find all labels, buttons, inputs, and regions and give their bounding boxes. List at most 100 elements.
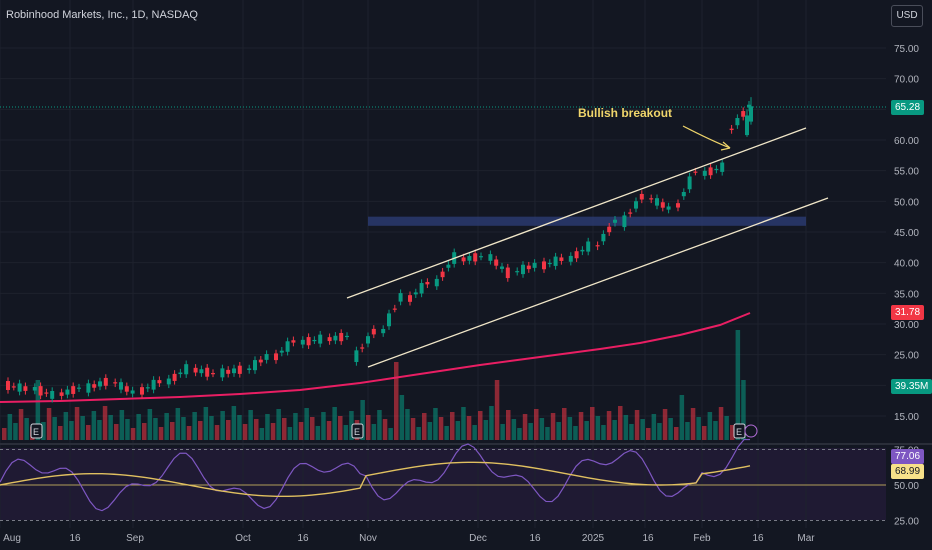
volume-bar [198,421,203,440]
volume-bar [382,419,388,440]
volume-bar [86,425,91,440]
candle-body [693,171,698,173]
candle-body [17,383,22,392]
volume-bar [444,426,449,440]
volume-bar [102,406,108,440]
volume-bar [584,421,589,440]
volume-bar [466,416,472,440]
candle-body [381,328,386,334]
candle-body [720,162,725,172]
volume-bar [214,425,220,440]
candle-body [666,206,671,210]
candle-body [749,106,753,122]
time-tick-label: Dec [469,533,487,544]
volume-bar [136,414,141,440]
volume-bar [147,409,153,440]
candle-body [473,253,478,262]
volume-bar [192,412,197,440]
volume-bar [623,415,629,440]
volume-bar [702,426,707,440]
moving-average-line [0,312,751,403]
volume-bar [80,416,85,440]
candle-body [333,335,338,341]
volume-bar [203,407,209,440]
candle-body [318,334,323,344]
candle-body [274,353,278,361]
volume-bar [528,423,533,440]
support-zone [368,216,806,226]
volume-bar [545,427,550,440]
volume-bar [438,417,444,440]
currency-button[interactable]: USD [891,5,923,27]
volume-bar [522,414,528,440]
candle-body [568,255,573,262]
candle-body [178,372,183,375]
time-tick-label: 2025 [582,533,605,544]
last-price-badge: 65.28 [891,100,925,115]
volume-bar [293,413,298,440]
volume-bar [668,418,673,440]
candle-body [676,203,680,208]
candle-body [413,292,418,295]
candle-body [547,262,552,265]
volume-bar [209,416,214,440]
volume-bar [422,413,427,440]
volume-bar [46,408,52,440]
volume-bar [578,412,584,440]
earnings-marker [351,423,364,439]
volume-bar [130,428,136,440]
volume-bar [315,426,321,440]
volume-bar [718,407,724,440]
candle-body [735,118,740,126]
volume-bar [24,418,29,440]
candle-body [532,262,537,268]
candle-body [157,380,162,384]
volume-bar [494,380,500,440]
rsi-ma-value-badge: 68.99 [891,464,925,479]
candle-body [613,219,617,223]
earnings-marker-label: E [354,427,360,437]
candle-body [312,339,317,342]
volume-bar [349,411,354,440]
volume-bar [270,423,276,440]
volume-bar [304,408,309,440]
volume-bar [248,410,253,440]
candle-body [258,359,263,363]
volume-bar [338,416,343,440]
volume-bar [651,414,657,440]
volume-bar [377,410,382,440]
candle-body [345,335,349,338]
rsi-ma-line [0,461,751,498]
candle-body [140,387,144,395]
volume-bar [114,424,119,440]
price-tick-label: 30.00 [894,320,919,331]
time-tick-label: Sep [126,533,144,544]
candle-body [580,249,585,252]
candle-body [172,373,177,381]
volume-bar [153,418,158,440]
candle-body [92,384,97,388]
volume-bar [657,423,662,440]
candle-body [253,360,257,371]
candle-body [628,212,633,214]
volume-bar [97,420,102,440]
volume-bar [618,406,623,440]
candle-body [184,364,189,375]
volume-bar [674,427,679,440]
candle-body [360,347,365,349]
channel-upper-line [346,127,807,299]
volume-bar [455,421,461,440]
volume-bar [405,409,410,440]
candle-body [354,350,359,363]
price-tick-label: 60.00 [894,136,919,147]
volume-bar [534,409,539,440]
volume-bar [500,424,505,440]
volume-bar [573,426,578,440]
candle-body [479,256,483,258]
chart-title: Robinhood Markets, Inc., 1D, NASDAQ [6,9,198,21]
volume-bar [321,412,326,440]
volume-bar [550,413,556,440]
volume-bar [142,423,147,440]
volume-bar [685,422,690,440]
